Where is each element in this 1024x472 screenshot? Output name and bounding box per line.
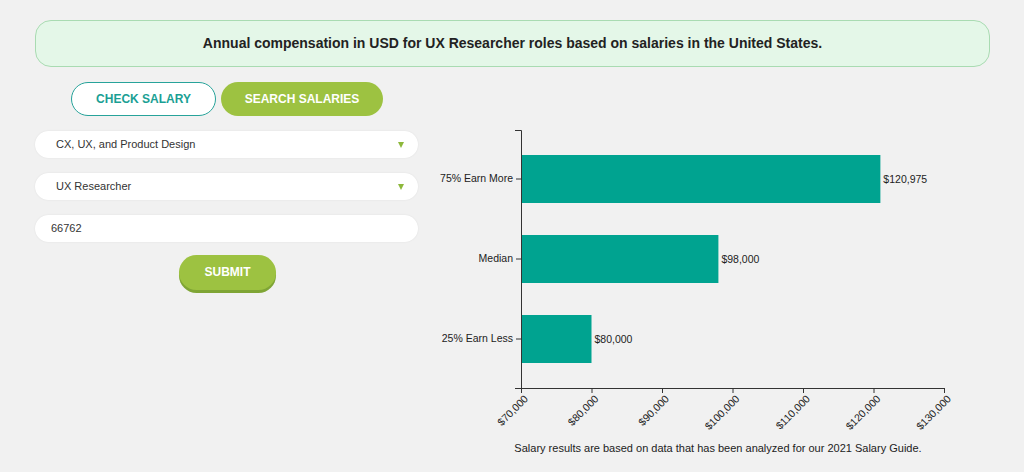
- x-tick: $80,000: [565, 388, 600, 428]
- x-tick: $70,000: [495, 388, 530, 428]
- tick-label: Median: [479, 252, 514, 264]
- y-tick: Median: [479, 252, 521, 264]
- chart: $120,975 $98,000 $80,000 $70,000 $80,000 $90,…: [0, 0, 1024, 472]
- tick-mark: [516, 259, 521, 260]
- tick-label: 25% Earn Less: [442, 332, 513, 344]
- bars: [521, 155, 880, 363]
- field-text: UX Researcher: [56, 173, 131, 200]
- x-tick: $130,000: [914, 388, 954, 432]
- tick-label: $70,000: [495, 392, 530, 427]
- field-text: CX, UX, and Product Design: [56, 131, 195, 158]
- footer-note: Salary results are based on data that ha…: [514, 442, 921, 454]
- tick-label: $110,000: [773, 392, 812, 431]
- bar: [521, 235, 718, 283]
- dropdown-arrow: [398, 184, 404, 190]
- data-labels: $120,975 $98,000 $80,000: [595, 173, 928, 345]
- x-axis: $70,000 $80,000 $90,000 $100,000 $110,000 $12…: [495, 388, 953, 432]
- tab-check-salary[interactable]: CHECK SALARY: [71, 82, 216, 116]
- tick-label: $120,000: [843, 392, 883, 432]
- page: Annual compensation in USD for UX Resear…: [0, 0, 1024, 472]
- x-tick: $110,000: [773, 388, 812, 431]
- tick-label: $80,000: [565, 392, 600, 427]
- dropdown-arrow: [398, 142, 404, 148]
- header-banner: Annual compensation in USD for UX Resear…: [35, 20, 990, 67]
- x-tick: $100,000: [702, 388, 742, 432]
- bar: [521, 155, 880, 203]
- data-label: $98,000: [721, 253, 759, 265]
- field-text: 66762: [51, 215, 82, 242]
- y-tick: 25% Earn Less: [442, 332, 521, 344]
- x-tick: $120,000: [843, 388, 883, 432]
- category-select[interactable]: CX, UX, and Product Design: [35, 131, 418, 158]
- data-label: $120,975: [883, 173, 927, 185]
- bar: [521, 315, 592, 363]
- y-axis: 75% Earn More Median 25% Earn Less: [440, 131, 521, 389]
- tick-label: $90,000: [636, 392, 671, 427]
- role-select[interactable]: UX Researcher: [35, 173, 418, 200]
- x-tick: $90,000: [636, 388, 671, 428]
- axis-line: [522, 389, 945, 394]
- y-tick: 75% Earn More: [440, 172, 521, 184]
- zip-input[interactable]: 66762: [35, 215, 418, 242]
- tick-mark: [516, 179, 521, 180]
- tick-mark: [516, 339, 521, 340]
- tick-label: $100,000: [702, 392, 742, 432]
- tick-label: 75% Earn More: [440, 172, 513, 184]
- axis-line: [515, 131, 522, 389]
- submit-button[interactable]: SUBMIT: [179, 255, 276, 290]
- tick-label: $130,000: [914, 392, 954, 432]
- data-label: $80,000: [595, 333, 633, 345]
- tab-search-salaries[interactable]: SEARCH SALARIES: [221, 82, 383, 116]
